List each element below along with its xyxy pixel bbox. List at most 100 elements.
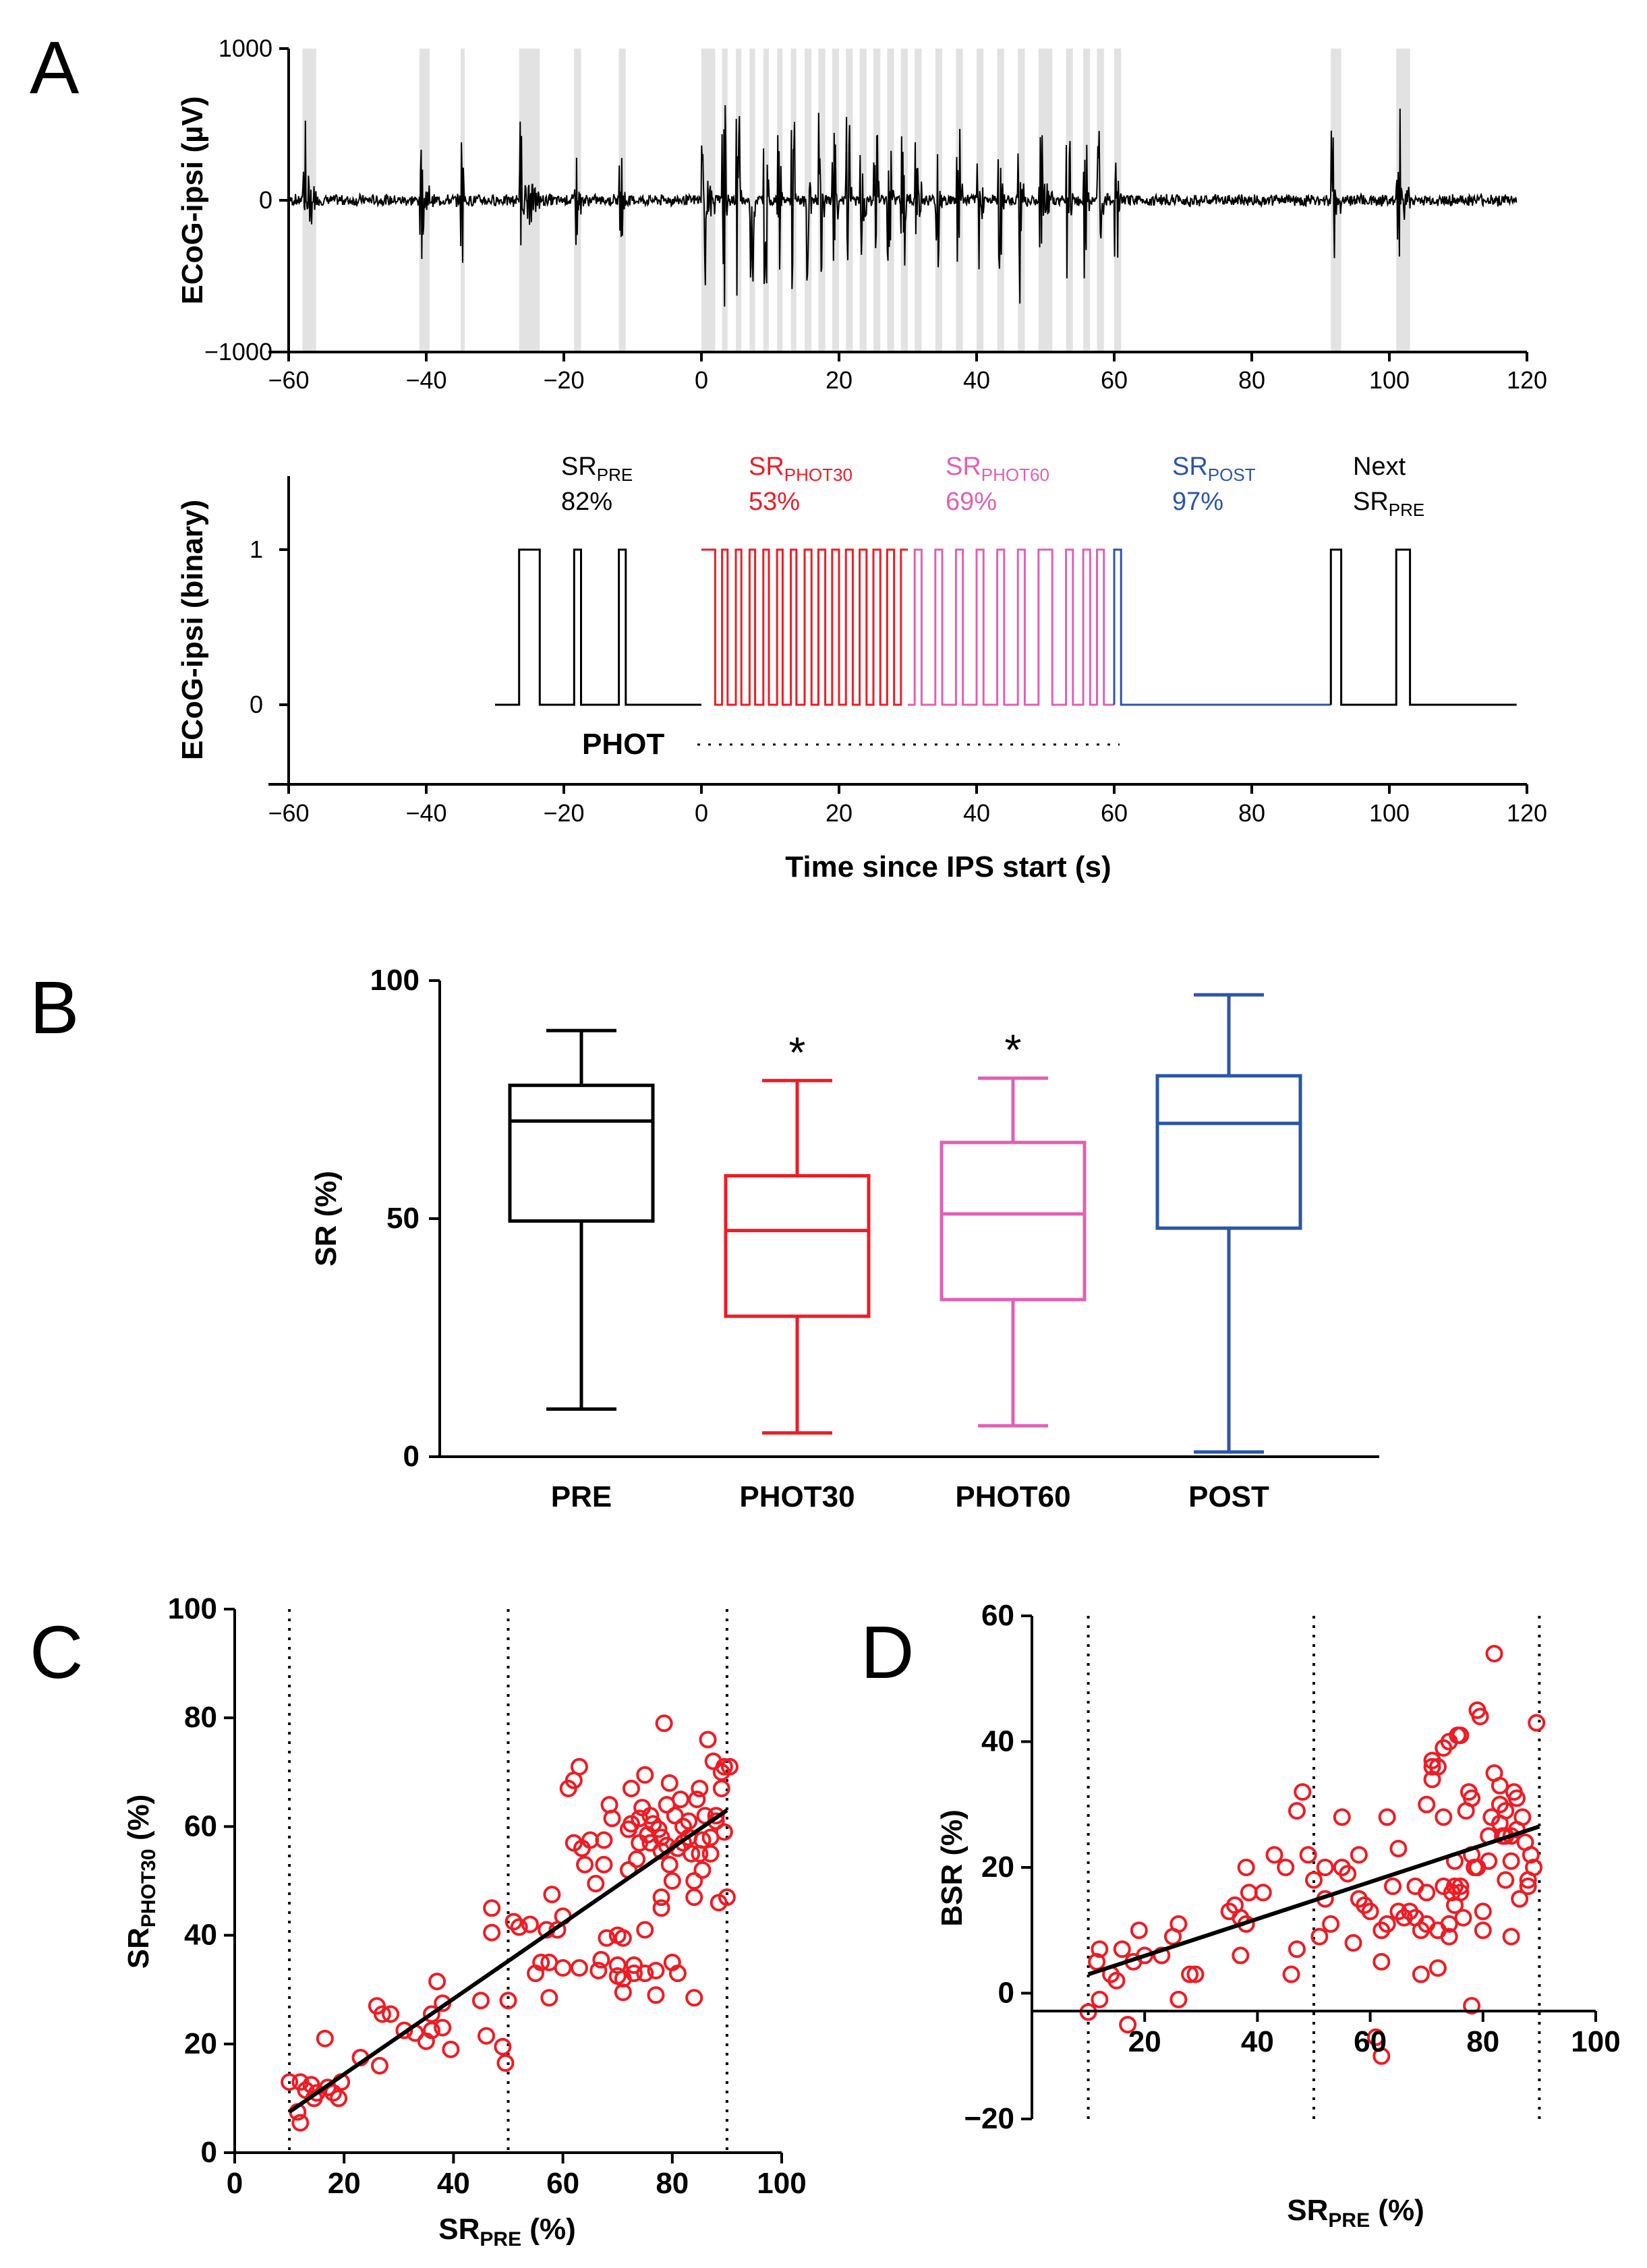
xtick-label-a-bottom-9: 120 xyxy=(1507,799,1547,827)
point-d-100 xyxy=(1491,1776,1509,1795)
box-PHOT30 xyxy=(724,1173,871,1318)
segment-pct-post: 97% xyxy=(1172,488,1223,516)
xtick-label-c-2: 40 xyxy=(437,2167,470,2200)
panel-a-top-plot: 1000 0 −1000 −60 −40 −20 0 20 40 60 80 100 120 ECoG… xyxy=(176,34,1547,394)
xtick-label-a-top-4: 20 xyxy=(826,366,853,394)
ytick-label-d-3: 40 xyxy=(981,1725,1014,1758)
point-c-79 xyxy=(636,1965,654,1983)
point-c-78 xyxy=(636,1766,654,1784)
y-ticks-a-top: 1000 0 −1000 xyxy=(204,34,289,366)
point-d-15 xyxy=(1181,1965,1199,1983)
xtick-label-a-bottom-2: −20 xyxy=(543,799,584,827)
highlight-band-22 xyxy=(935,49,942,352)
point-d-13 xyxy=(1169,1915,1188,1933)
point-d-6 xyxy=(1113,1940,1131,1958)
xtick-label-a-top-6: 60 xyxy=(1101,366,1128,394)
point-c-0 xyxy=(281,2073,299,2091)
point-d-50 xyxy=(1378,1808,1396,1826)
point-c-42 xyxy=(543,1886,561,1904)
point-d-9 xyxy=(1130,1921,1148,1940)
point-c-110 xyxy=(685,1989,703,2007)
point-d-16 xyxy=(1186,1965,1205,1983)
xtick-label-a-top-8: 100 xyxy=(1369,366,1410,394)
point-c-18 xyxy=(395,2021,413,2039)
point-c-24 xyxy=(434,2018,452,2037)
point-d-31 xyxy=(1299,1846,1317,1864)
ytick-label-a-top-0: 1000 xyxy=(219,34,272,62)
point-d-48 xyxy=(1372,1952,1391,1971)
next-label-line2: SRPRE xyxy=(1353,488,1424,520)
point-d-51 xyxy=(1384,1877,1402,1895)
point-d-27 xyxy=(1282,1965,1300,1983)
point-d-49 xyxy=(1378,1915,1396,1933)
point-d-116 xyxy=(1519,1877,1537,1895)
regression-line-d xyxy=(1087,1824,1540,1977)
point-c-107 xyxy=(683,1844,701,1863)
highlight-band-21 xyxy=(915,49,922,352)
ytick-label-b-1: 50 xyxy=(386,1202,420,1235)
point-d-22 xyxy=(1237,1859,1255,1876)
point-c-71 xyxy=(622,1779,640,1797)
point-c-127 xyxy=(715,1757,733,1776)
point-c-58 xyxy=(595,1855,613,1873)
point-d-40 xyxy=(1344,1933,1362,1952)
point-d-86 xyxy=(1463,1789,1481,1807)
y-ticks-d: −20 0 20 40 60 xyxy=(964,1599,1032,2135)
point-c-108 xyxy=(685,1872,703,1890)
significance-PHOT60: * xyxy=(1005,1026,1022,1074)
point-c-15 xyxy=(370,2057,388,2075)
y-ticks-c: 0 20 40 60 80 100 xyxy=(168,1592,235,2169)
highlight-band-9 xyxy=(749,49,755,352)
ytick-label-c-0: 0 xyxy=(201,2136,217,2169)
point-d-28 xyxy=(1288,1940,1306,1958)
y-ticks-a-bottom: 10 xyxy=(250,535,289,718)
y-ticks-b: 0 50 100 xyxy=(370,964,440,1473)
point-c-86 xyxy=(647,1986,665,2004)
x-axis-label-c: SRPRE (%) xyxy=(438,2213,575,2250)
point-c-57 xyxy=(595,1831,613,1849)
ytick-label-a-top-2: −1000 xyxy=(204,338,272,366)
binary-series-4 xyxy=(1329,548,1517,706)
binary-series-3 xyxy=(1113,548,1331,706)
xtick-label-c-4: 80 xyxy=(656,2167,689,2200)
point-d-92 xyxy=(1471,1708,1489,1726)
point-c-96 xyxy=(660,1855,678,1873)
ytick-label-b-0: 0 xyxy=(403,1440,420,1473)
point-c-22 xyxy=(422,2005,440,2023)
point-c-102 xyxy=(671,1791,689,1809)
scatter-points-c xyxy=(281,1714,739,2132)
ytick-label-c-1: 20 xyxy=(184,2027,217,2060)
point-d-33 xyxy=(1310,1927,1329,1946)
xtick-label-a-top-5: 40 xyxy=(963,366,990,394)
point-c-34 xyxy=(504,1913,523,1931)
point-c-82 xyxy=(641,1807,660,1825)
panel-d: D −20 0 20 40 60 20 40 60 80 100 BSR (%) SRPRE (… xyxy=(861,1599,1621,2232)
category-label-POST: POST xyxy=(1188,1480,1269,1513)
xtick-label-a-top-7: 80 xyxy=(1238,366,1265,394)
point-c-122 xyxy=(707,1807,725,1825)
point-d-113 xyxy=(1511,1890,1529,1908)
point-c-11 xyxy=(330,2089,348,2107)
xtick-label-a-top-9: 120 xyxy=(1507,366,1547,394)
point-c-49 xyxy=(570,1757,588,1776)
box-PHOT60 xyxy=(940,1140,1087,1302)
point-d-106 xyxy=(1497,1871,1515,1889)
point-c-126 xyxy=(715,1823,733,1841)
point-c-129 xyxy=(720,1757,739,1776)
point-d-95 xyxy=(1480,1852,1498,1870)
highlight-band-8 xyxy=(736,49,742,352)
point-d-87 xyxy=(1463,1997,1481,2015)
point-d-83 xyxy=(1454,1909,1472,1927)
segment-label-post: SRPOST xyxy=(1172,453,1256,485)
binary-series-0 xyxy=(495,548,701,706)
point-d-119 xyxy=(1525,1859,1543,1876)
xtick-label-a-top-2: −20 xyxy=(543,366,584,394)
point-d-24 xyxy=(1254,1884,1272,1902)
point-c-55 xyxy=(589,1961,608,1979)
panel-d-letter: D xyxy=(861,1611,914,1694)
xtick-label-c-1: 20 xyxy=(328,2167,361,2200)
point-c-84 xyxy=(644,1815,662,1833)
point-c-59 xyxy=(598,1929,616,1947)
x-ticks-a-top: −60 −40 −20 0 20 40 60 80 100 120 xyxy=(268,352,1547,394)
point-d-59 xyxy=(1412,1965,1430,1983)
